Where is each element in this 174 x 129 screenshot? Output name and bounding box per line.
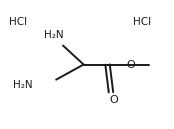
Text: O: O <box>109 95 118 105</box>
Text: H₂N: H₂N <box>44 30 64 41</box>
Text: H₂N: H₂N <box>13 80 32 90</box>
Text: HCl: HCl <box>9 17 27 27</box>
Text: HCl: HCl <box>133 17 151 27</box>
Text: O: O <box>126 59 135 70</box>
